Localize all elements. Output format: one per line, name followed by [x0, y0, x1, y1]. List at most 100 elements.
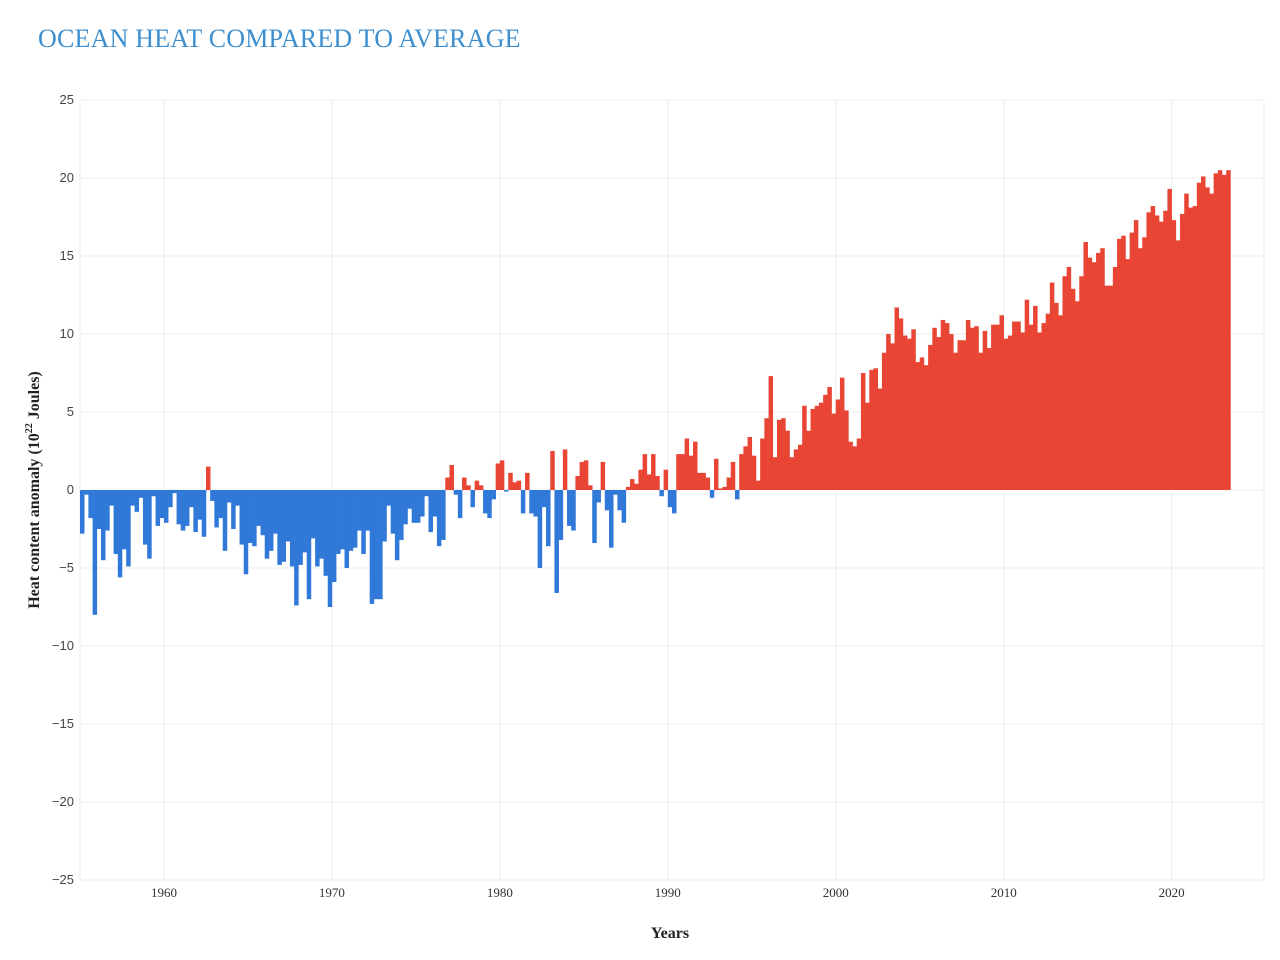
bar[interactable]	[470, 490, 475, 508]
bar[interactable]	[193, 490, 198, 533]
bar[interactable]	[865, 402, 870, 490]
bar[interactable]	[420, 490, 425, 517]
bar[interactable]	[1049, 282, 1055, 490]
bar[interactable]	[126, 490, 131, 567]
bar[interactable]	[336, 490, 341, 554]
bar[interactable]	[680, 454, 685, 490]
bar[interactable]	[630, 479, 635, 490]
bar[interactable]	[1129, 232, 1135, 490]
bar[interactable]	[634, 483, 639, 490]
bar[interactable]	[84, 490, 89, 495]
bar[interactable]	[533, 490, 538, 517]
bar[interactable]	[965, 319, 971, 490]
bar[interactable]	[915, 362, 921, 490]
bar[interactable]	[1045, 313, 1051, 490]
bar[interactable]	[688, 455, 694, 490]
bar[interactable]	[1150, 206, 1156, 490]
bar[interactable]	[1016, 321, 1021, 490]
bar[interactable]	[1133, 220, 1139, 490]
bar[interactable]	[277, 490, 282, 565]
bar[interactable]	[1171, 220, 1177, 490]
bar[interactable]	[663, 469, 669, 490]
bar[interactable]	[499, 460, 505, 490]
bar[interactable]	[205, 466, 211, 490]
bar[interactable]	[264, 490, 270, 559]
bar[interactable]	[986, 348, 992, 490]
bar[interactable]	[386, 490, 392, 506]
bar[interactable]	[848, 441, 853, 490]
bar[interactable]	[1087, 257, 1093, 490]
bar[interactable]	[1142, 237, 1147, 490]
bar[interactable]	[508, 472, 513, 490]
bar[interactable]	[1125, 259, 1130, 490]
bar[interactable]	[1070, 288, 1076, 490]
bar[interactable]	[516, 480, 522, 490]
bar[interactable]	[642, 454, 648, 490]
bar[interactable]	[1003, 338, 1009, 490]
bar[interactable]	[340, 490, 345, 550]
bar[interactable]	[239, 490, 245, 545]
bar[interactable]	[319, 490, 324, 559]
bar[interactable]	[121, 490, 127, 550]
bar[interactable]	[357, 490, 362, 531]
bar[interactable]	[361, 490, 366, 554]
bar[interactable]	[638, 469, 643, 490]
bar[interactable]	[260, 490, 266, 536]
bar[interactable]	[134, 490, 140, 512]
bar[interactable]	[919, 357, 925, 490]
bar[interactable]	[781, 418, 786, 490]
bar[interactable]	[831, 413, 837, 490]
bar[interactable]	[797, 444, 803, 490]
bar[interactable]	[1020, 332, 1025, 490]
bar[interactable]	[932, 327, 937, 490]
bar[interactable]	[168, 490, 173, 508]
bar[interactable]	[810, 408, 816, 490]
bar[interactable]	[189, 490, 194, 508]
bar[interactable]	[147, 490, 152, 559]
bar[interactable]	[755, 480, 761, 490]
bar[interactable]	[928, 344, 933, 490]
bar[interactable]	[949, 334, 954, 490]
bar[interactable]	[331, 490, 337, 583]
bar[interactable]	[600, 461, 606, 490]
bar[interactable]	[487, 490, 492, 519]
bar[interactable]	[310, 490, 316, 539]
bar[interactable]	[814, 405, 820, 490]
bar[interactable]	[651, 454, 656, 490]
bar[interactable]	[117, 490, 123, 578]
bar[interactable]	[1096, 252, 1101, 490]
bar[interactable]	[462, 477, 467, 490]
bar[interactable]	[592, 490, 597, 544]
bar[interactable]	[923, 365, 929, 490]
bar[interactable]	[550, 451, 555, 490]
bar[interactable]	[100, 490, 106, 561]
bar[interactable]	[596, 490, 601, 503]
bar[interactable]	[1205, 187, 1210, 491]
bar[interactable]	[936, 337, 942, 490]
bar[interactable]	[1058, 315, 1063, 490]
bar[interactable]	[1213, 173, 1219, 490]
bar[interactable]	[159, 490, 165, 519]
bar[interactable]	[860, 373, 866, 490]
bar[interactable]	[957, 340, 963, 490]
bar[interactable]	[289, 490, 295, 567]
bar[interactable]	[1159, 221, 1164, 490]
bar[interactable]	[588, 485, 593, 490]
bar[interactable]	[96, 490, 102, 529]
bar[interactable]	[558, 490, 564, 540]
bar[interactable]	[294, 490, 299, 606]
bar[interactable]	[567, 490, 572, 526]
bar[interactable]	[898, 318, 904, 490]
bar[interactable]	[991, 324, 996, 490]
bar[interactable]	[944, 323, 950, 490]
bar[interactable]	[130, 490, 135, 506]
bar[interactable]	[1054, 302, 1059, 490]
bar[interactable]	[953, 352, 958, 490]
bar[interactable]	[739, 454, 744, 490]
bar[interactable]	[235, 490, 240, 506]
bar[interactable]	[184, 490, 190, 526]
bar[interactable]	[785, 430, 790, 490]
bar[interactable]	[726, 477, 732, 490]
bar[interactable]	[902, 335, 908, 490]
bar[interactable]	[1104, 285, 1109, 490]
